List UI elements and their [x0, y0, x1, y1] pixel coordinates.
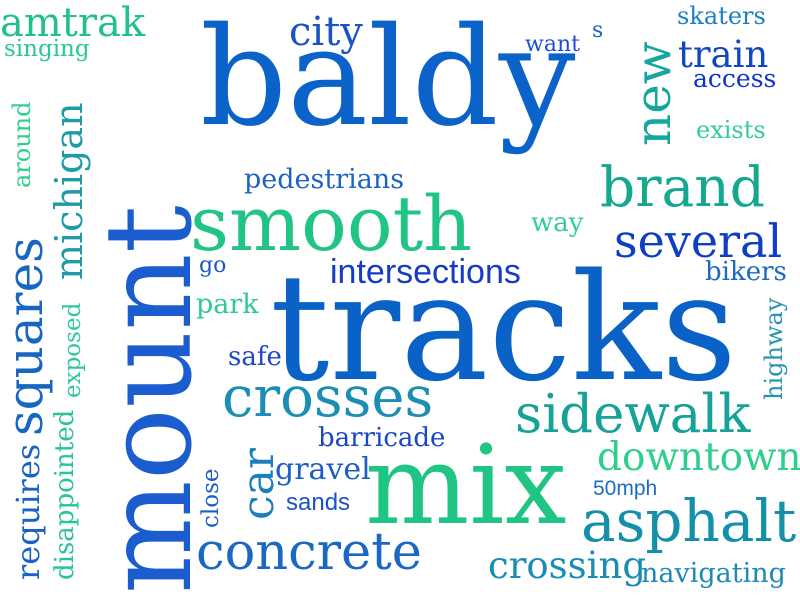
- word-asphalt: asphalt: [581, 487, 797, 555]
- word-highway: highway: [760, 297, 788, 400]
- word-disappointed: disappointed: [50, 409, 80, 580]
- word-smooth: smooth: [190, 179, 473, 268]
- word-safe: safe: [228, 342, 282, 372]
- word-sidewalk: sidewalk: [515, 384, 751, 445]
- word-way: way: [531, 208, 584, 238]
- word-barricade: barricade: [318, 423, 446, 453]
- word-navigating: navigating: [641, 558, 786, 589]
- word-access: access: [693, 64, 777, 93]
- word-close: close: [198, 468, 224, 529]
- word-train: train: [678, 33, 769, 76]
- word-pedestrians: pedestrians: [244, 164, 405, 195]
- word-squares: squares: [0, 237, 54, 436]
- word-mix: mix: [365, 421, 567, 549]
- word-tracks: tracks: [270, 242, 737, 414]
- word-50mph: 50mph: [593, 477, 658, 500]
- word-several: several: [614, 214, 783, 268]
- word-mount: mount: [80, 205, 219, 594]
- word-park: park: [196, 289, 259, 320]
- word-amtrak: amtrak: [0, 0, 146, 46]
- word-skaters: skaters: [677, 2, 766, 30]
- word-crosses: crosses: [222, 365, 434, 430]
- word-concrete: concrete: [196, 523, 422, 582]
- word-baldy: baldy: [200, 0, 576, 157]
- word-gravel: gravel: [275, 452, 371, 487]
- word-exists: exists: [696, 116, 766, 144]
- word-city: city: [289, 9, 363, 55]
- word-crossing: crossing: [488, 544, 647, 587]
- word-around: around: [8, 101, 36, 188]
- word-brand: brand: [600, 155, 765, 219]
- word-s: s: [592, 18, 604, 43]
- word-want: want: [525, 32, 580, 57]
- word-downtown: downtown: [597, 435, 800, 480]
- word-bikers: bikers: [705, 257, 787, 287]
- word-requires: requires: [9, 443, 47, 580]
- word-singing: singing: [4, 36, 90, 62]
- word-new: new: [624, 41, 682, 146]
- word-intersections: intersections: [330, 253, 521, 291]
- word-sands: sands: [286, 489, 351, 516]
- word-go: go: [199, 253, 227, 278]
- word-exposed: exposed: [60, 302, 86, 398]
